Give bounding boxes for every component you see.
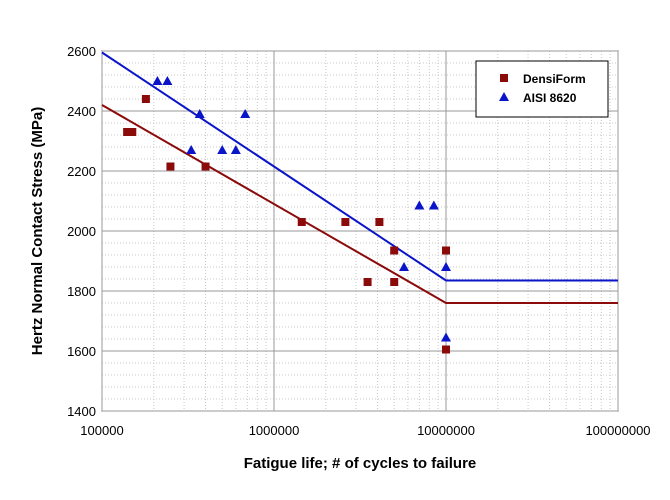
fit-lines: [101, 51, 618, 304]
legend: DensiForm AISI 8620: [475, 60, 609, 118]
densiform-point: [166, 162, 175, 171]
aisi-8620-point: [441, 332, 451, 342]
legend-box: [475, 60, 609, 118]
aisi-8620-point: [399, 262, 410, 271]
y-tick-label: 2400: [67, 104, 96, 119]
y-tick-label: 2000: [67, 224, 96, 239]
densiform-point: [201, 162, 210, 171]
data-points: [123, 76, 451, 354]
densiform-point: [341, 218, 350, 226]
x-axis-title: Fatigue life; # of cycles to failure: [244, 455, 477, 472]
y-axis-title: Hertz Normal Contact Stress (MPa): [29, 107, 46, 355]
densiform-point: [363, 278, 372, 286]
legend-triangle-marker: [499, 92, 509, 101]
fit-line: [101, 104, 618, 304]
y-tick-label: 1400: [67, 404, 96, 419]
densiform-point: [390, 278, 399, 286]
aisi-8620-point: [230, 145, 241, 154]
aisi-8620-point: [414, 200, 425, 210]
legend-label-aisi-8620: AISI 8620: [523, 91, 577, 105]
densiform-point: [128, 128, 137, 136]
grid: [101, 50, 619, 412]
densiform-point: [375, 218, 384, 226]
legend-square-marker: [500, 74, 508, 82]
x-tick-label: 100000000: [585, 423, 650, 438]
aisi-8620-point: [441, 262, 451, 271]
aisi-8620-point: [152, 76, 163, 85]
fit-line: [101, 51, 618, 282]
aisi-8620-point: [186, 145, 197, 154]
y-tick-label: 1600: [67, 344, 96, 359]
aisi-8620-point: [240, 109, 251, 118]
legend-label-densiform: DensiForm: [523, 72, 586, 86]
densiform-point: [442, 345, 450, 354]
aisi-8620-point: [194, 109, 205, 118]
y-tick-labels: 1400 1600 1800 2000 2200 2400 2600: [67, 44, 96, 419]
densiform-point: [123, 128, 132, 136]
densiform-point: [141, 95, 150, 103]
y-tick-label: 2600: [67, 44, 96, 59]
x-tick-label: 100000: [80, 423, 123, 438]
x-tick-label: 10000000: [417, 423, 475, 438]
y-tick-label: 1800: [67, 284, 96, 299]
x-tick-labels: 100000 1000000 10000000 100000000: [80, 423, 650, 438]
aisi-8620-point: [162, 76, 173, 85]
aisi-8620-point: [428, 200, 439, 210]
aisi-8620-point: [217, 145, 228, 154]
y-tick-label: 2200: [67, 164, 96, 179]
densiform-point: [390, 246, 399, 255]
densiform-point: [442, 246, 450, 255]
x-tick-label: 1000000: [249, 423, 300, 438]
densiform-point: [297, 218, 306, 226]
